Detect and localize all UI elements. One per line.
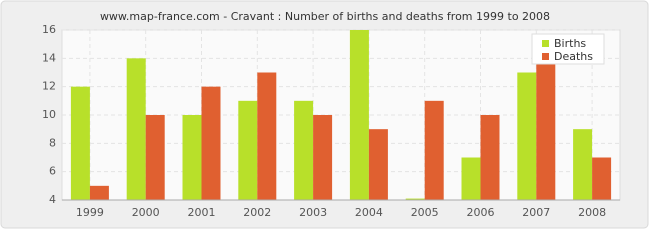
x-tick-label: 1999 bbox=[76, 206, 104, 219]
bar bbox=[461, 157, 481, 200]
x-tick-label: 2001 bbox=[188, 206, 216, 219]
y-tick-label: 10 bbox=[42, 108, 56, 121]
y-tick-label: 12 bbox=[42, 80, 56, 93]
bar bbox=[424, 100, 444, 200]
y-tick-label: 6 bbox=[49, 165, 56, 178]
legend-swatch bbox=[542, 53, 549, 60]
bar bbox=[349, 30, 369, 200]
legend-label: Births bbox=[554, 37, 586, 50]
legend-swatch bbox=[542, 40, 549, 47]
bar bbox=[257, 72, 277, 200]
y-tick-label: 14 bbox=[42, 51, 56, 64]
x-tick-label: 2006 bbox=[467, 206, 495, 219]
x-tick-label: 2002 bbox=[243, 206, 271, 219]
x-tick-label: 2008 bbox=[578, 206, 606, 219]
bar bbox=[517, 72, 537, 200]
bar bbox=[405, 198, 425, 200]
bar bbox=[313, 115, 333, 200]
legend-label: Deaths bbox=[554, 50, 593, 63]
bar bbox=[294, 100, 314, 200]
x-tick-label: 2004 bbox=[355, 206, 383, 219]
x-tick-label: 2005 bbox=[411, 206, 439, 219]
bar bbox=[145, 115, 165, 200]
bar bbox=[238, 100, 258, 200]
x-tick-label: 2007 bbox=[522, 206, 550, 219]
bar bbox=[182, 115, 202, 200]
bar bbox=[573, 129, 593, 200]
bar bbox=[368, 129, 388, 200]
bar bbox=[592, 157, 612, 200]
bar bbox=[70, 86, 90, 200]
bar bbox=[89, 185, 109, 200]
chart-title: www.map-france.com - Cravant : Number of… bbox=[100, 10, 550, 23]
bar bbox=[201, 86, 221, 200]
y-tick-label: 16 bbox=[42, 23, 56, 36]
bar bbox=[480, 115, 500, 200]
x-tick-label: 2003 bbox=[299, 206, 327, 219]
bar bbox=[126, 58, 146, 201]
x-tick-label: 2000 bbox=[132, 206, 160, 219]
y-tick-label: 8 bbox=[49, 136, 56, 149]
chart: www.map-france.com - Cravant : Number of… bbox=[0, 0, 649, 229]
y-tick-label: 4 bbox=[49, 193, 56, 206]
bar bbox=[536, 62, 556, 201]
